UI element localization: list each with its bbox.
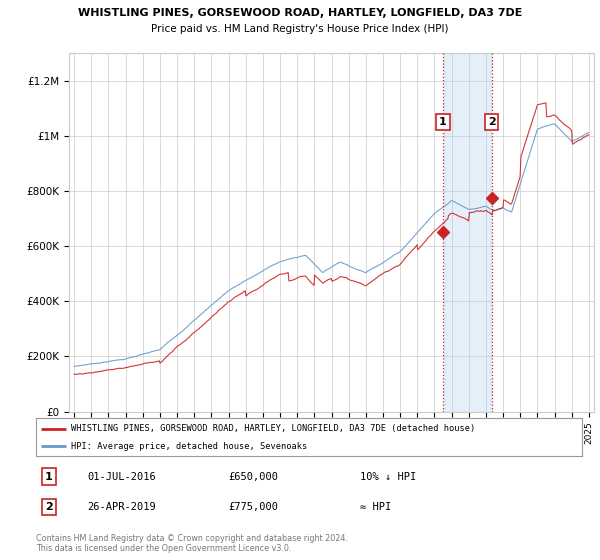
Text: WHISTLING PINES, GORSEWOOD ROAD, HARTLEY, LONGFIELD, DA3 7DE: WHISTLING PINES, GORSEWOOD ROAD, HARTLEY… — [78, 8, 522, 18]
Text: 26-APR-2019: 26-APR-2019 — [87, 502, 156, 512]
Text: £650,000: £650,000 — [228, 472, 278, 482]
Text: 1: 1 — [45, 472, 53, 482]
Text: HPI: Average price, detached house, Sevenoaks: HPI: Average price, detached house, Seve… — [71, 442, 308, 451]
Text: ≈ HPI: ≈ HPI — [360, 502, 391, 512]
Text: 1: 1 — [439, 117, 447, 127]
Text: 2: 2 — [45, 502, 53, 512]
Text: Price paid vs. HM Land Registry's House Price Index (HPI): Price paid vs. HM Land Registry's House … — [151, 24, 449, 34]
Text: £775,000: £775,000 — [228, 502, 278, 512]
Text: 01-JUL-2016: 01-JUL-2016 — [87, 472, 156, 482]
Text: Contains HM Land Registry data © Crown copyright and database right 2024.
This d: Contains HM Land Registry data © Crown c… — [36, 534, 348, 553]
Text: WHISTLING PINES, GORSEWOOD ROAD, HARTLEY, LONGFIELD, DA3 7DE (detached house): WHISTLING PINES, GORSEWOOD ROAD, HARTLEY… — [71, 424, 476, 433]
Text: 2: 2 — [488, 117, 496, 127]
Text: 10% ↓ HPI: 10% ↓ HPI — [360, 472, 416, 482]
